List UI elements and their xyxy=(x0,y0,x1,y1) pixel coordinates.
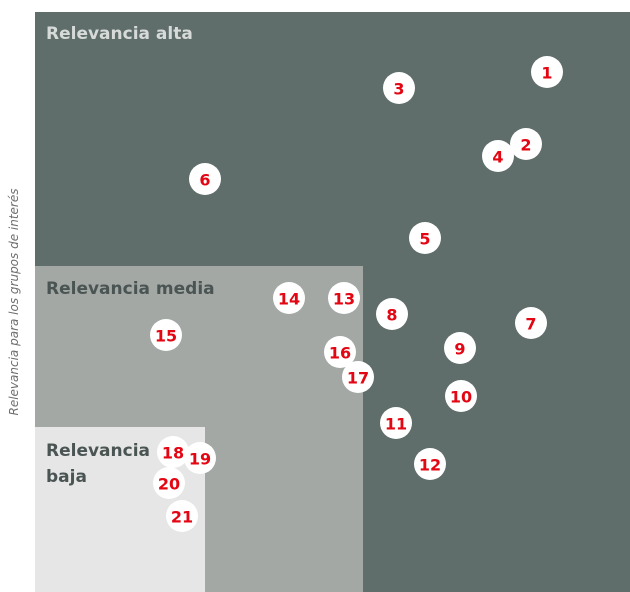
item-label: 15 xyxy=(155,327,177,346)
y-axis-label: Relevancia para los grupos de interés xyxy=(7,188,21,415)
item-label: 12 xyxy=(419,456,441,475)
item-bubble xyxy=(376,298,408,330)
item-bubble xyxy=(510,128,542,160)
item-bubble xyxy=(383,72,415,104)
item-label: 20 xyxy=(158,475,180,494)
item-bubble xyxy=(445,380,477,412)
item-bubble xyxy=(414,448,446,480)
item-label: 1 xyxy=(541,64,552,83)
item-bubble xyxy=(444,332,476,364)
item-bubble xyxy=(531,56,563,88)
item-label: 16 xyxy=(329,344,351,363)
item-label: 3 xyxy=(393,80,404,99)
item-bubble xyxy=(324,336,356,368)
item-bubble xyxy=(380,407,412,439)
item-bubble xyxy=(153,467,185,499)
item-label: 18 xyxy=(162,444,184,463)
item-label: 7 xyxy=(525,315,536,334)
item-label: 5 xyxy=(419,230,430,249)
item-bubble xyxy=(515,307,547,339)
item-label: 11 xyxy=(385,415,407,434)
item-bubble xyxy=(184,442,216,474)
item-label: 21 xyxy=(171,508,193,527)
item-bubble xyxy=(482,140,514,172)
item-label: 2 xyxy=(520,136,531,155)
item-label: 6 xyxy=(199,171,210,190)
item-label: 19 xyxy=(189,450,211,469)
item-label: 14 xyxy=(278,290,300,309)
item-bubble xyxy=(328,282,360,314)
item-bubble xyxy=(409,222,441,254)
item-bubble xyxy=(150,319,182,351)
item-bubble xyxy=(273,282,305,314)
item-bubble xyxy=(189,163,221,195)
zone-medium-label: Relevancia media xyxy=(46,279,215,299)
zone-low-label: baja xyxy=(46,467,87,487)
item-bubble xyxy=(157,436,189,468)
zone-low-label: Relevancia xyxy=(46,441,150,461)
item-label: 13 xyxy=(333,290,355,309)
item-label: 10 xyxy=(450,388,472,407)
zone-high-label: Relevancia alta xyxy=(46,24,193,44)
item-bubble xyxy=(166,500,198,532)
item-label: 8 xyxy=(386,306,397,325)
item-bubble xyxy=(342,361,374,393)
item-label: 17 xyxy=(347,369,369,388)
item-label: 4 xyxy=(492,148,503,167)
item-label: 9 xyxy=(454,340,465,359)
